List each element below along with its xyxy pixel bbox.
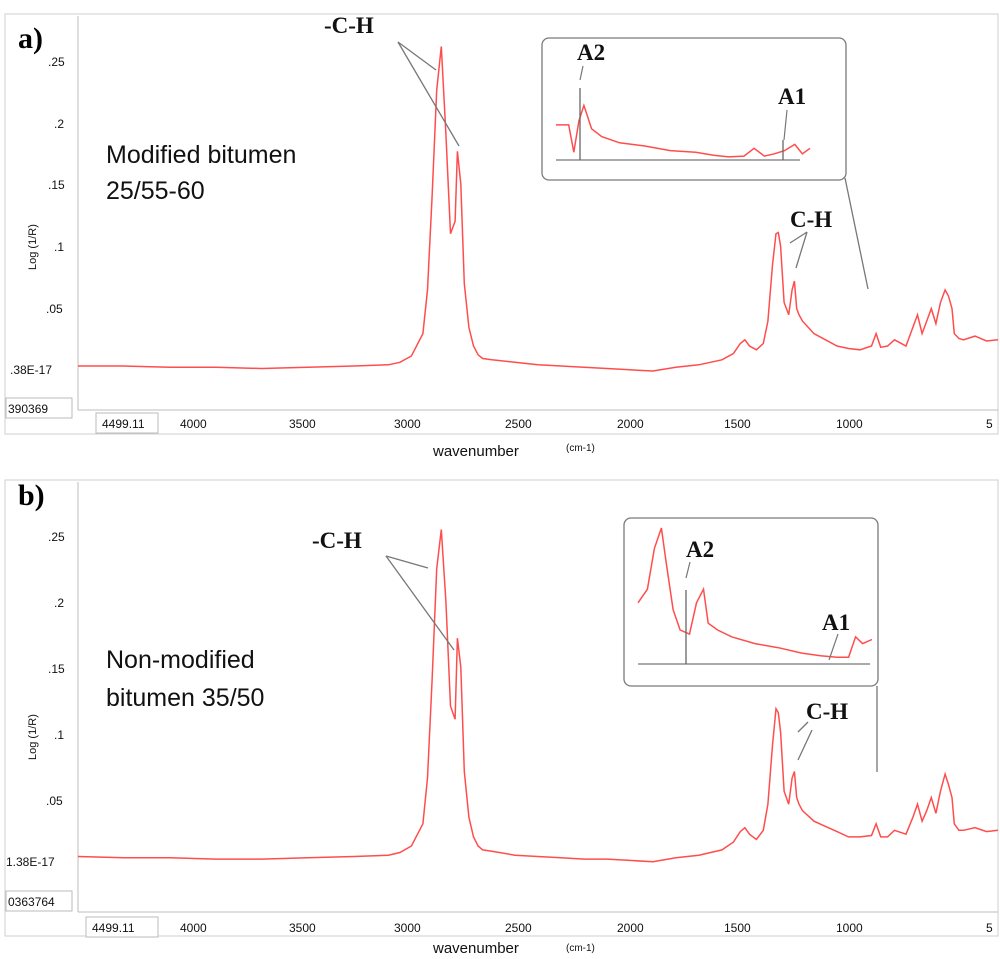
- spectrum-line: [77, 529, 999, 863]
- y-tick-label: .1: [54, 240, 64, 254]
- panel-separator: [0, 462, 1000, 474]
- x-tick-label: 4000: [180, 417, 207, 431]
- y-tick-label: .15: [48, 662, 65, 676]
- x-axis-label: wavenumber: [432, 443, 519, 460]
- x-tick-label: 1500: [724, 921, 751, 935]
- x-start-box[interactable]: [85, 916, 159, 938]
- y-min-value: 0363764: [8, 895, 55, 909]
- inset-box: A2 A1: [623, 517, 879, 687]
- x-start-value: 4499.11: [92, 921, 135, 935]
- x-axis-unit: (cm-1): [566, 443, 595, 454]
- inset-label-a2: A2: [577, 40, 605, 65]
- inset-leader: [783, 109, 788, 141]
- leader-line: [795, 231, 808, 269]
- leader-line: [789, 231, 808, 244]
- spectrum-line: [78, 46, 999, 372]
- x-tick-label: 5: [986, 417, 993, 431]
- leader-line: [797, 729, 813, 761]
- x-tick-label: 1000: [836, 921, 863, 935]
- x-tick-label: 2000: [617, 417, 644, 431]
- inset-label-a1: A1: [778, 84, 806, 109]
- leader-line: [385, 555, 455, 651]
- y-tick-labels: .25 .2 .15 .1 .05 1.38E-17: [6, 530, 65, 869]
- x-tick-labels: 4000 3500 3000 2500 2000 1500 1000 5: [180, 921, 993, 935]
- inset-spectrum-line: [637, 527, 873, 658]
- y-bottom-tick-label: .38E-17: [10, 363, 52, 377]
- peak-label-ch-stretch: -C-H: [312, 528, 362, 553]
- y-bottom-tick-label: 1.38E-17: [6, 855, 55, 869]
- inset-leader: [579, 65, 584, 81]
- y-axis-label: Log (1/R): [27, 714, 39, 760]
- inset-connector-line: [844, 177, 869, 290]
- x-tick-label: 2500: [505, 417, 532, 431]
- x-tick-label: 3000: [394, 417, 421, 431]
- leader-line: [797, 721, 809, 733]
- x-tick-label: 3500: [289, 417, 316, 431]
- y-tick-label: .25: [48, 530, 65, 544]
- peak-label-ch-bend: C-H: [806, 699, 848, 724]
- peak-label-ch-bend: C-H: [790, 207, 832, 232]
- inset-leader: [828, 633, 839, 661]
- peak-label-ch-stretch: -C-H: [324, 13, 374, 38]
- sample-annotation-line-1: Modified bitumen: [106, 141, 296, 169]
- inset-box: A2 A1: [541, 37, 847, 181]
- y-tick-label: .25: [48, 55, 65, 69]
- inset-leader: [685, 561, 691, 579]
- y-min-value: 390369: [8, 402, 48, 416]
- sample-annotation-line-2: 25/55-60: [106, 177, 205, 205]
- y-tick-label: .15: [48, 178, 65, 192]
- plot-frame: [4, 13, 999, 435]
- x-tick-label: 5: [986, 921, 993, 935]
- leader-line: [385, 555, 429, 569]
- x-tick-labels: 4000 3500 3000 2500 2000 1500 1000 5: [180, 417, 993, 431]
- x-start-box[interactable]: [95, 412, 159, 434]
- y-min-box[interactable]: [5, 397, 73, 419]
- sample-annotation-line-1: Non-modified: [106, 646, 255, 674]
- x-tick-label: 4000: [180, 921, 207, 935]
- x-axis-unit: (cm-1): [566, 943, 595, 954]
- x-tick-label: 3500: [289, 921, 316, 935]
- chart-panel-a: a) Log (1/R) .25 .2 .15 .1 .05 .38E-17 3…: [4, 13, 999, 460]
- panel-label: a): [18, 22, 43, 55]
- sample-annotation-line-2: bitumen 35/50: [106, 684, 264, 712]
- y-tick-label: .05: [46, 794, 63, 808]
- x-start-value: 4499.11: [102, 417, 145, 431]
- leader-line: [397, 41, 460, 147]
- leader-line: [397, 41, 437, 71]
- inset-label-a1: A1: [822, 610, 850, 635]
- x-tick-label: 2500: [505, 921, 532, 935]
- x-tick-label: 1000: [836, 417, 863, 431]
- y-tick-labels: .25 .2 .15 .1 .05 .38E-17: [10, 55, 65, 377]
- inset-label-a2: A2: [686, 537, 714, 562]
- chart-panel-b: b) Log (1/R) .25 .2 .15 .1 .05 1.38E-17 …: [4, 479, 999, 957]
- y-axis-label: Log (1/R): [27, 224, 39, 270]
- panel-label: b): [18, 479, 45, 512]
- x-tick-label: 1500: [724, 417, 751, 431]
- x-tick-label: 2000: [617, 921, 644, 935]
- x-axis-label: wavenumber: [432, 940, 519, 957]
- x-tick-label: 3000: [394, 921, 421, 935]
- y-tick-label: .2: [54, 596, 64, 610]
- y-tick-label: .05: [46, 302, 63, 316]
- y-tick-label: .1: [54, 728, 64, 742]
- y-tick-label: .2: [54, 117, 64, 131]
- y-min-box[interactable]: [5, 890, 73, 912]
